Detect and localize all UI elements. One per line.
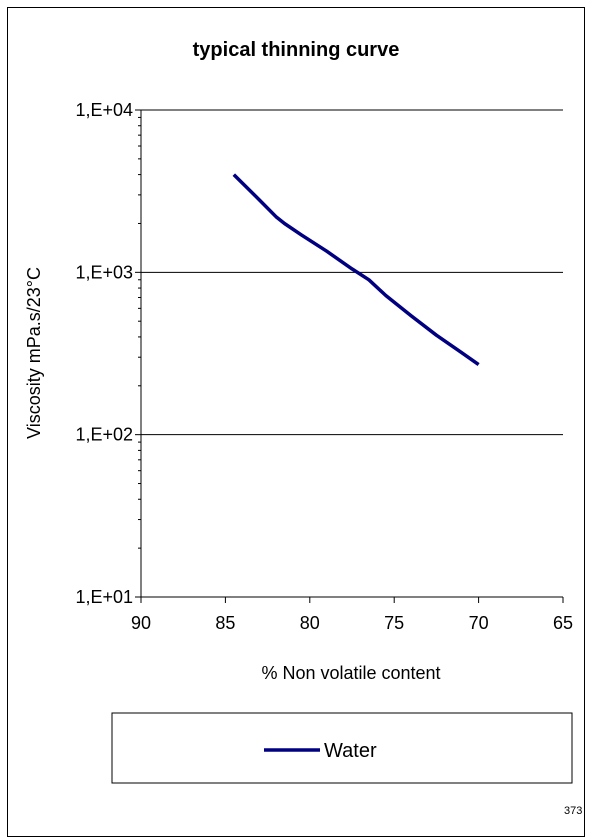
y-tick-label: 1,E+04 — [75, 100, 133, 120]
x-tick-label: 65 — [553, 613, 573, 633]
x-tick-label: 80 — [300, 613, 320, 633]
y-tick-label: 1,E+01 — [75, 587, 133, 607]
plot-area: 1,E+04 1,E+03 1,E+02 1,E+01 90 85 80 75 70 65 — [75, 100, 573, 633]
x-tick-label: 75 — [384, 613, 404, 633]
x-tick-label: 70 — [469, 613, 489, 633]
series-line-water — [232, 173, 480, 367]
legend-box — [111, 712, 573, 784]
x-tick-label: 90 — [131, 613, 151, 633]
legend-label-water: Water — [324, 740, 377, 762]
y-tick-label: 1,E+02 — [75, 425, 133, 445]
x-tick-label: 85 — [215, 613, 235, 633]
y-tick-label: 1,E+03 — [75, 262, 133, 282]
page-number: 373 — [564, 805, 582, 817]
chart-title: typical thinning curve — [193, 39, 400, 61]
chart-frame — [7, 7, 585, 837]
y-axis-title: Viscosity mPa.s/23°C — [24, 267, 44, 439]
x-axis-title: % Non volatile content — [261, 663, 440, 683]
legend: Water — [111, 712, 573, 784]
